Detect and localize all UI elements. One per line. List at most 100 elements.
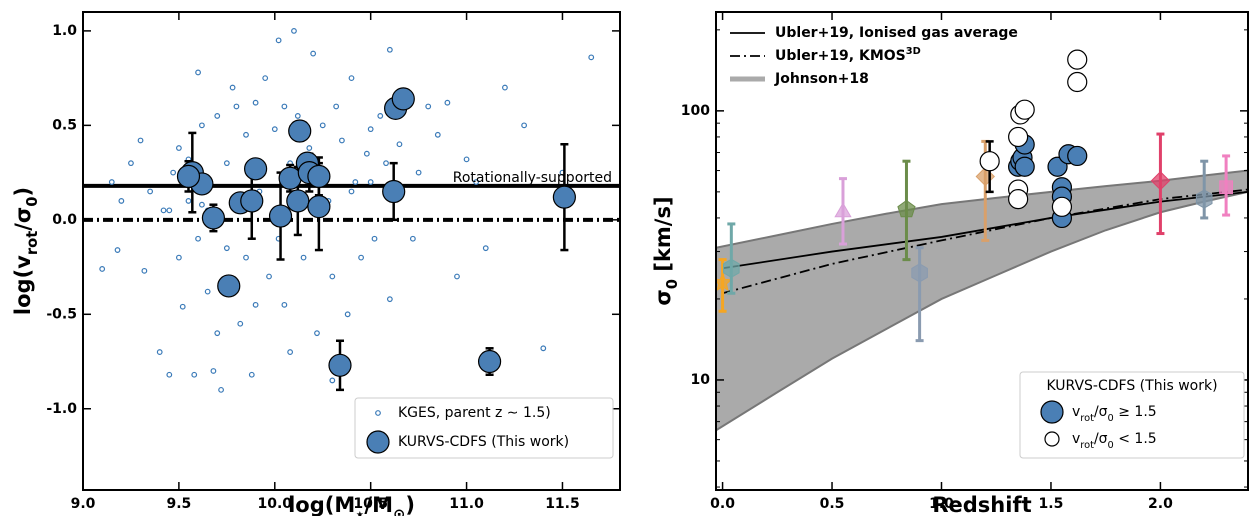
marker: [176, 164, 201, 188]
label-part: ): [405, 493, 415, 516]
marker: [482, 245, 489, 252]
marker: [391, 87, 415, 111]
marker: [275, 37, 282, 44]
y-tick-label: 0.0: [52, 212, 77, 228]
marker: [243, 254, 249, 261]
x-axis-label: Redshift: [932, 493, 1031, 516]
marker: [1008, 188, 1029, 210]
marker: [1014, 156, 1035, 177]
marker: [502, 84, 508, 91]
marker: [363, 150, 370, 157]
plot-area: [716, 49, 1248, 432]
marker: [281, 103, 288, 110]
label-part: 0: [1108, 440, 1114, 451]
marker: [262, 75, 269, 82]
marker: [386, 46, 393, 53]
x-tick-label: 1.5: [1039, 496, 1064, 512]
marker: [1051, 196, 1073, 217]
marker: [473, 179, 480, 185]
model-line: [722, 190, 1248, 270]
label-part: ): [11, 187, 35, 197]
marker: [288, 119, 312, 143]
marker: [175, 254, 182, 261]
marker: [1150, 171, 1171, 191]
marker: [333, 103, 340, 110]
marker: [268, 204, 293, 228]
reference-label: Rotationally-supported: [453, 170, 612, 186]
marker: [291, 27, 297, 34]
marker: [1067, 145, 1088, 167]
marker: [377, 113, 384, 119]
marker: [147, 188, 154, 195]
marker: [175, 145, 182, 151]
marker: [328, 353, 352, 377]
marker: [266, 273, 272, 280]
marker: [444, 99, 451, 106]
label-part: ⋆: [355, 506, 364, 516]
x-tick-label: 0.0: [710, 496, 735, 512]
marker: [243, 131, 249, 138]
plot-area: [83, 27, 620, 393]
marker: [201, 206, 226, 230]
legend-label: vrot/σ0 < 1.5: [1072, 431, 1157, 451]
marker: [195, 69, 201, 76]
legend-marker: [1040, 400, 1064, 424]
marker: [911, 263, 928, 283]
marker: [477, 349, 502, 374]
marker: [223, 160, 230, 167]
marker: [300, 254, 307, 261]
label-part: /σ: [1094, 431, 1108, 447]
marker: [358, 254, 364, 261]
legend-label: KURVS-CDFS (This work): [398, 434, 569, 450]
marker: [191, 371, 198, 378]
x-tick-label: 1.0: [929, 496, 954, 512]
marker: [723, 258, 740, 278]
marker: [237, 320, 244, 327]
marker: [306, 145, 313, 151]
marker: [979, 151, 1000, 172]
x-tick-label: 0.5: [820, 496, 845, 512]
plot-frame: [715, 11, 1249, 491]
marker: [214, 113, 221, 119]
marker: [344, 311, 351, 318]
marker: [367, 126, 374, 133]
marker: [218, 386, 224, 393]
marker: [1195, 189, 1213, 209]
y-tick-label: 100: [681, 103, 710, 119]
marker: [223, 245, 230, 252]
legend-label: Johnson+18: [774, 71, 869, 87]
marker: [210, 368, 217, 374]
marker: [1014, 99, 1035, 120]
plot-frame: [82, 11, 621, 491]
y-tick-label: 10: [691, 372, 711, 388]
marker: [156, 349, 163, 355]
label-part: σ: [651, 289, 675, 305]
label-part: /σ: [11, 207, 35, 231]
y-tick-label: 1.0: [52, 23, 77, 39]
marker: [114, 247, 121, 253]
marker: [248, 371, 255, 378]
marker: [217, 274, 241, 298]
marker: [307, 164, 331, 188]
y-tick-label: -0.5: [46, 306, 77, 322]
label-part: 0: [1108, 413, 1114, 424]
marker: [339, 137, 345, 144]
label-part: rot: [24, 231, 41, 255]
marker: [425, 103, 432, 110]
marker: [252, 99, 259, 106]
marker: [329, 273, 336, 280]
marker: [454, 273, 460, 280]
marker: [463, 156, 470, 163]
marker: [170, 169, 177, 176]
label-part: 3D: [906, 46, 921, 57]
x-tick-label: 9.0: [71, 496, 96, 512]
x-tick-label: 11.0: [449, 496, 484, 512]
marker: [108, 179, 115, 185]
x-tick-label: 9.5: [166, 496, 191, 512]
x-axis-label: log(M⋆/M⊙): [288, 493, 415, 516]
marker: [286, 189, 310, 213]
y-axis-label: log(vrot/σ0): [11, 187, 41, 315]
label-part: ≥ 1.5: [1114, 404, 1157, 420]
marker: [588, 54, 595, 61]
marker: [287, 349, 294, 355]
